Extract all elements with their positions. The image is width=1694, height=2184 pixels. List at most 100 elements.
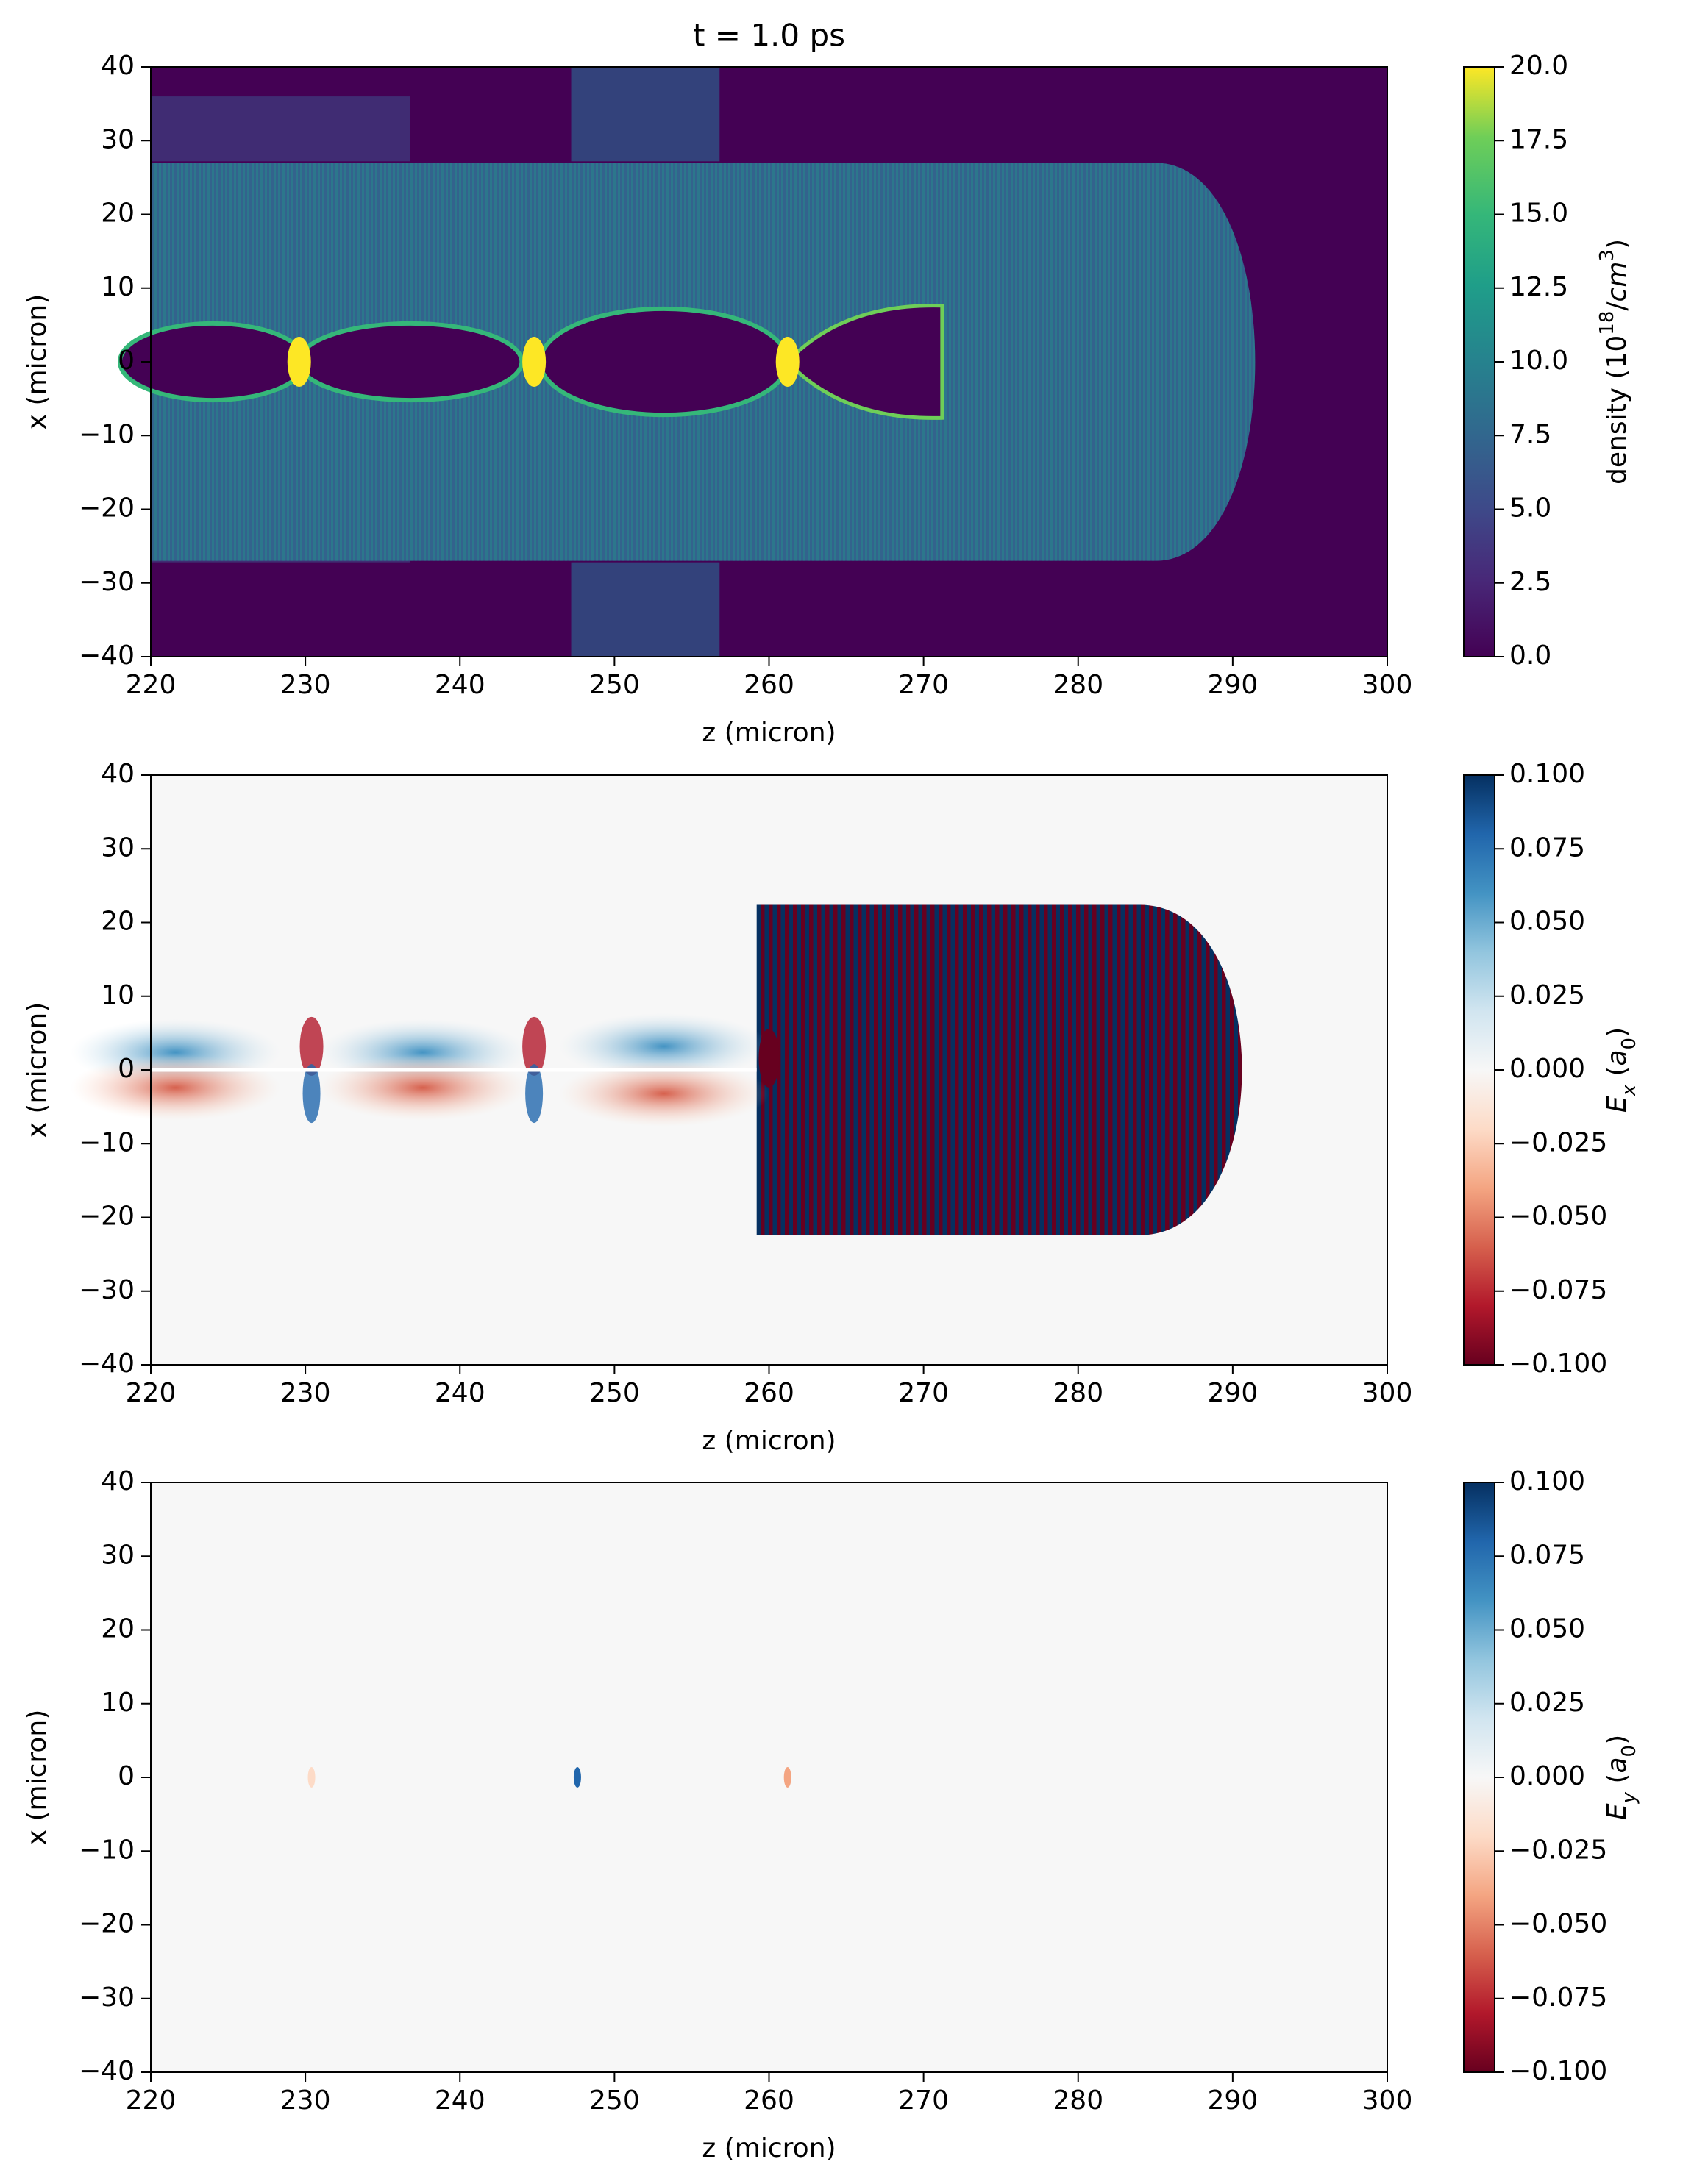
colorbar-label-part: density (10 [1602,335,1632,485]
x-tick-label: 270 [898,2085,949,2116]
y-axis-label: x (micron) [22,1710,52,1846]
y-tick-label: −40 [79,1349,135,1379]
x-axis-label: z (micron) [702,718,836,748]
colorbar-label-part: x [1618,1084,1640,1096]
x-tick-label: 230 [280,2085,331,2116]
x-tick-label: 250 [589,1378,640,1408]
x-tick-label: 300 [1362,2085,1413,2116]
colorbar-tick-label: −0.075 [1509,1983,1607,2013]
colorbar-label-part: y [1618,1791,1640,1804]
chart-title: t = 1.0 ps [693,18,845,54]
x-tick-label: 250 [589,670,640,700]
colorbar-tick-label: 12.5 [1509,272,1568,302]
field-spot [307,1767,316,1788]
colorbar-label-part: 0 [1618,1745,1640,1757]
y-tick-label: 40 [101,759,135,789]
colorbar-tick-label: 10.0 [1509,346,1568,376]
y-tick-label: −20 [79,493,135,524]
x-tick-label: 300 [1362,1378,1413,1408]
colorbar-label-part: 0 [1618,1038,1640,1050]
colorbar-label-part: ) [1602,239,1632,249]
y-tick-label: −40 [79,2056,135,2086]
y-tick-label: 30 [101,1540,135,1570]
colorbar-label-part: ( [1602,1774,1632,1793]
field-spike [302,1064,321,1124]
cavity [538,306,790,418]
y-tick-label: 10 [101,1688,135,1718]
colorbar-label-part: ) [1602,1735,1632,1745]
field-spike [299,1016,324,1076]
y-tick-label: 40 [101,51,135,81]
colorbar-label-part: / [1602,301,1632,311]
y-tick-label: 30 [101,124,135,154]
colorbar-tick-label: 0.025 [1509,980,1585,1010]
colorbar-tick-label: 0.000 [1509,1054,1585,1084]
x-tick-label: 290 [1208,1378,1259,1408]
colorbar-tick-label: 0.100 [1509,1466,1585,1496]
x-tick-label: 290 [1208,670,1259,700]
edge-texture [571,67,720,162]
colorbar-label-part: E [1602,1096,1632,1113]
y-tick-label: 30 [101,832,135,863]
x-tick-label: 280 [1053,670,1103,700]
y-tick-label: 10 [101,272,135,302]
panel: 220 230 240 250 260 270 280 290 300−40−30−20−100… [22,1466,1640,2163]
x-tick-label: 260 [744,1378,794,1408]
field-spot [783,1767,791,1788]
colorbar-label: Ey (a0) [1602,1735,1640,1820]
colorbar-tick-label: −0.100 [1509,1349,1607,1379]
field-lobe [70,1054,281,1121]
colorbar-tick-label: 0.075 [1509,832,1585,863]
colorbar-tick-label: 7.5 [1509,419,1551,449]
x-tick-label: 220 [126,2085,177,2116]
y-tick-label: 0 [118,1761,135,1791]
field-spike [758,1028,780,1088]
x-tick-label: 260 [744,2085,794,2116]
colorbar-tick-label: 0.050 [1509,907,1585,937]
colorbar-tick-label: 17.5 [1509,124,1568,154]
field-lobe [317,1054,528,1121]
colorbar-tick-label: −0.025 [1509,1835,1607,1865]
y-tick-label: 0 [118,346,135,376]
y-tick-label: −30 [79,1983,135,2013]
x-tick-label: 280 [1053,1378,1103,1408]
colorbar-tick-label: 0.0 [1509,640,1551,671]
colorbar-label-part: a [1602,1049,1632,1066]
density-spike [522,337,547,387]
colorbar-label: Ex (a0) [1602,1027,1640,1113]
colorbar-tick-label: −0.075 [1509,1275,1607,1305]
y-tick-label: 20 [101,1614,135,1644]
x-tick-label: 260 [744,670,794,700]
colorbar-label-part: ( [1602,1066,1632,1085]
y-tick-label: −20 [79,1202,135,1232]
y-tick-label: 20 [101,907,135,937]
field-lobe [558,1060,769,1127]
colorbar-label-part: ) [1602,1027,1632,1038]
colorbar-tick-label: 0.075 [1509,1540,1585,1570]
x-tick-label: 280 [1053,2085,1103,2116]
y-tick-label: −10 [79,419,135,449]
x-tick-label: 240 [435,2085,485,2116]
colorbar-tick-label: −0.050 [1509,1909,1607,1939]
colorbar-label-part: cm [1602,262,1632,302]
colorbar [1463,774,1495,1366]
laser-pulse [756,904,1242,1235]
colorbar-tick-label: 2.5 [1509,567,1551,597]
x-tick-label: 270 [898,1378,949,1408]
y-tick-label: 20 [101,199,135,229]
cavity [296,321,524,403]
x-tick-label: 230 [280,1378,331,1408]
edge-texture [151,96,411,162]
y-tick-label: 10 [101,980,135,1010]
field-spot [573,1767,581,1788]
heatmap-background [151,1482,1387,2072]
colorbar-tick-label: −0.050 [1509,1202,1607,1232]
density-spike [775,337,800,387]
y-axis-label: x (micron) [22,1002,52,1138]
colorbar-tick-label: 15.0 [1509,199,1568,229]
y-axis-label: x (micron) [22,294,52,430]
field-lobe [558,1013,769,1079]
y-tick-label: −10 [79,1835,135,1865]
